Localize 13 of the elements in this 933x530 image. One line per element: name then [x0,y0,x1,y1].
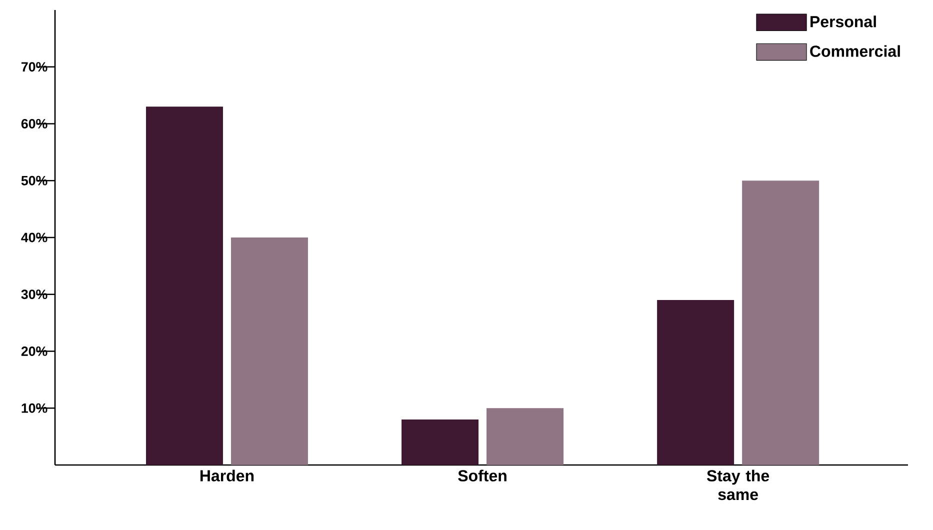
x-tick-label: Soften [458,470,506,482]
bar [742,180,820,465]
x-tick-label: Stay the same [706,470,770,500]
y-tick-label: 60% [21,119,48,128]
legend-label: Commercial [810,45,900,57]
bar [657,300,734,465]
bar [486,408,564,465]
bar [146,106,223,465]
x-tick-label: Harden [200,470,254,482]
legend-label: Personal [810,16,876,28]
bar [230,237,308,465]
y-tick-label: 20% [21,346,48,356]
bar [402,419,479,465]
